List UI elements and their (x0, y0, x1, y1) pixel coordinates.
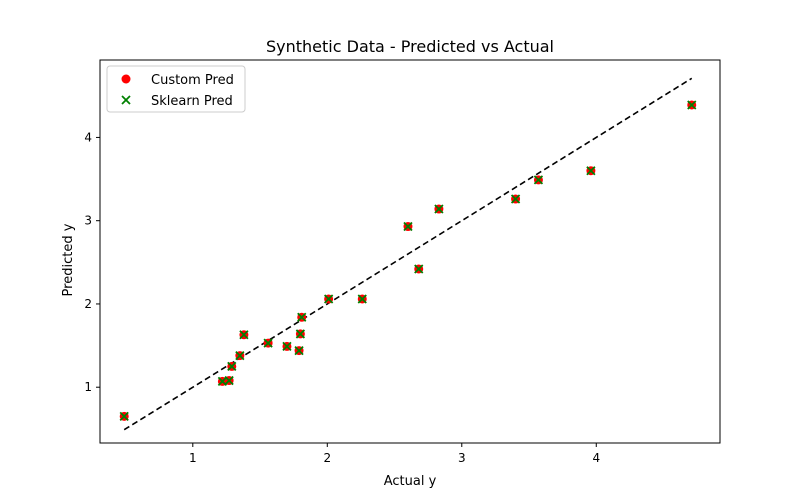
sklearn-pred-point (294, 345, 304, 356)
x-tick-label: 3 (458, 451, 466, 465)
legend-box (106, 65, 246, 113)
plot-area (119, 77, 697, 431)
sklearn-pred-point (297, 312, 307, 322)
sklearn-pred-point (263, 338, 273, 348)
sklearn-pred-point (357, 294, 367, 304)
legend-label-custom-pred: Custom Pred (151, 73, 234, 88)
legend-marker-sklearn-pred (121, 95, 131, 105)
y-tick-label: 4 (84, 130, 92, 144)
sklearn-pred-point (403, 221, 413, 232)
legend-marker-custom-pred (121, 74, 131, 84)
sklearn-pred-point (235, 350, 245, 361)
x-axis-label: Actual y (384, 474, 437, 489)
sklearn-pred-point (295, 329, 306, 339)
legend-label-sklearn-pred: Sklearn Pred (151, 94, 233, 109)
sklearn-pred-point (224, 375, 234, 386)
reference-line (123, 77, 693, 431)
sklearn-pred-point (434, 204, 444, 214)
sklearn-pred-point (414, 264, 424, 274)
sklearn-pred-point (239, 330, 249, 340)
x-tick-label: 1 (189, 451, 197, 465)
y-axis-label: Predicted y (61, 223, 76, 296)
chart-title: Synthetic Data - Predicted vs Actual (266, 37, 554, 56)
y-tick-label: 2 (84, 297, 92, 311)
x-tick-label: 4 (592, 451, 600, 465)
y-tick-label: 3 (84, 214, 92, 228)
x-tick-label: 2 (323, 451, 331, 465)
sklearn-pred-point (533, 175, 544, 185)
sklearn-pred-point (119, 411, 129, 421)
sklearn-pred-point (586, 166, 596, 176)
axes-frame (99, 59, 721, 444)
sklearn-pred-point (687, 100, 697, 110)
sklearn-pred-point (227, 361, 237, 372)
sklearn-pred-point (323, 294, 334, 304)
y-tick-label: 1 (84, 380, 92, 394)
legend: Custom Pred Sklearn Pred (106, 65, 246, 113)
sklearn-pred-point (510, 194, 521, 204)
sklearn-pred-point (282, 341, 292, 352)
